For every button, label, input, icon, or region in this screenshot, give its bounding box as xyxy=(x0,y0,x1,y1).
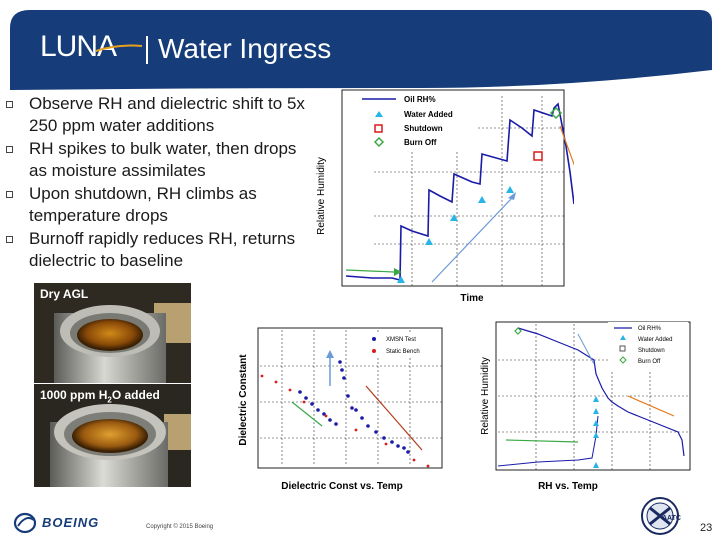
luna-logo: LUNA xyxy=(40,30,117,63)
orange-arrow xyxy=(559,125,574,166)
legend2-burn-off: Burn Off xyxy=(638,359,661,365)
legend2-oil-rh: Oil RH% xyxy=(638,326,662,332)
rh-temp-orange-arrow xyxy=(627,395,675,417)
legend-dot-blue-icon xyxy=(372,337,376,341)
water-added-image xyxy=(34,384,191,487)
dielectric-frame xyxy=(257,327,443,469)
rh-time-xlabel: Time xyxy=(460,293,484,304)
logo-swoosh-icon xyxy=(96,44,143,52)
legend2-shutdown: Shutdown xyxy=(638,348,665,354)
rh-temp-water-markers xyxy=(593,396,599,468)
copyright-text: Copyright © 2015 Boeing xyxy=(146,524,214,530)
dielectric-chart: Dielectric Constant Dielectric Const vs.… xyxy=(238,327,443,492)
legend-oil-rh: Oil RH% xyxy=(404,95,436,104)
legend-triangle-icon xyxy=(375,111,383,117)
burn-off-marker xyxy=(549,106,563,120)
boeing-logo: BOEING xyxy=(13,512,99,534)
legend-square-icon xyxy=(374,124,383,133)
dielectric-xlabel: Dielectric Const vs. Temp xyxy=(281,481,403,492)
legend2-water-added: Water Added xyxy=(638,337,672,343)
legend-shutdown: Shutdown xyxy=(404,124,443,133)
rh-temp-frame xyxy=(495,321,691,471)
legend-xmsn-test: XMSN Test xyxy=(386,337,416,343)
legend-static-bench: Static Bench xyxy=(386,349,420,355)
rh-temp-ylabel: Relative Humidity xyxy=(480,357,491,435)
shutdown-marker xyxy=(533,151,543,161)
bullet-list: Observe RH and dielectric shift to 5x 25… xyxy=(6,93,306,273)
green-arrow-2 xyxy=(291,401,323,427)
photo-label-dry: Dry AGL xyxy=(40,287,89,301)
rh-temp-series xyxy=(517,327,685,457)
water-added-markers xyxy=(397,186,514,283)
rh-temp-green-arrow xyxy=(505,439,579,443)
legend-water-added: Water Added xyxy=(404,110,453,119)
legend-diamond-icon xyxy=(373,136,385,148)
bullet-item: Upon shutdown, RH climbs as temperature … xyxy=(6,183,306,227)
legend-dot-red-icon xyxy=(372,349,376,353)
static-bench-points xyxy=(260,374,430,468)
title-divider xyxy=(146,36,148,64)
aatc-badge: AATC xyxy=(641,497,681,535)
header-background xyxy=(10,10,712,90)
page-number: 23 xyxy=(700,522,713,534)
up-arrowhead-icon xyxy=(326,350,334,358)
legend-burn-off: Burn Off xyxy=(404,138,437,147)
rh-temp-burnoff-marker xyxy=(514,327,522,335)
xmsn-test-points xyxy=(298,360,410,454)
dielectric-legend: XMSN Test Static Bench xyxy=(362,332,438,358)
blue-arrow xyxy=(431,197,513,283)
photo-label-water: 1000 ppm H2O added xyxy=(40,388,160,405)
rh-time-ylabel: Relative Humidity xyxy=(316,157,327,235)
rh-time-chart: Relative Humidity Time Oil RH% Water Add… xyxy=(316,89,574,304)
bullet-item: RH spikes to bulk water, then drops as m… xyxy=(6,138,306,182)
rh-temp-blue-arrow xyxy=(577,333,595,365)
photo-water-added: 1000 ppm H2O added xyxy=(34,384,191,487)
boeing-wordmark: BOEING xyxy=(42,515,99,530)
dielectric-ylabel: Dielectric Constant xyxy=(238,354,249,446)
boeing-symbol-icon xyxy=(13,512,37,534)
bullet-marker-icon xyxy=(6,191,13,198)
rh-temp-xlabel: RH vs. Temp xyxy=(538,481,598,492)
rh-time-frame xyxy=(341,89,565,287)
rh-time-legend: Oil RH% Water Added Shutdown Burn Off xyxy=(352,92,476,150)
blue-arrowhead-icon xyxy=(508,192,516,200)
rh-temp-legend: Oil RH% Water Added Shutdown Burn Off xyxy=(608,322,688,372)
dielectric-grid xyxy=(260,330,442,466)
aatc-text: AATC xyxy=(662,515,681,522)
green-arrow xyxy=(345,269,395,273)
slide-title: Water Ingress xyxy=(158,33,332,64)
rh-temp-chart: Relative Humidity RH vs. Temp Oil RH% Wa… xyxy=(480,321,691,492)
series-oil-rh xyxy=(345,102,574,282)
green-arrowhead-icon xyxy=(394,268,402,276)
legend2-triangle-icon xyxy=(620,335,626,340)
bullet-item: Burnoff rapidly reduces RH, returns diel… xyxy=(6,228,306,272)
bullet-marker-icon xyxy=(6,101,13,108)
dry-agl-image xyxy=(34,283,191,383)
legend2-diamond-icon xyxy=(619,356,627,364)
legend2-square-icon xyxy=(619,345,626,352)
red-arrow xyxy=(365,385,423,451)
bullet-marker-icon xyxy=(6,146,13,153)
bullet-item: Observe RH and dielectric shift to 5x 25… xyxy=(6,93,306,137)
rh-temp-lower-series xyxy=(497,415,599,467)
photo-dry-agl: Dry AGL xyxy=(34,283,191,383)
bullet-marker-icon xyxy=(6,236,13,243)
